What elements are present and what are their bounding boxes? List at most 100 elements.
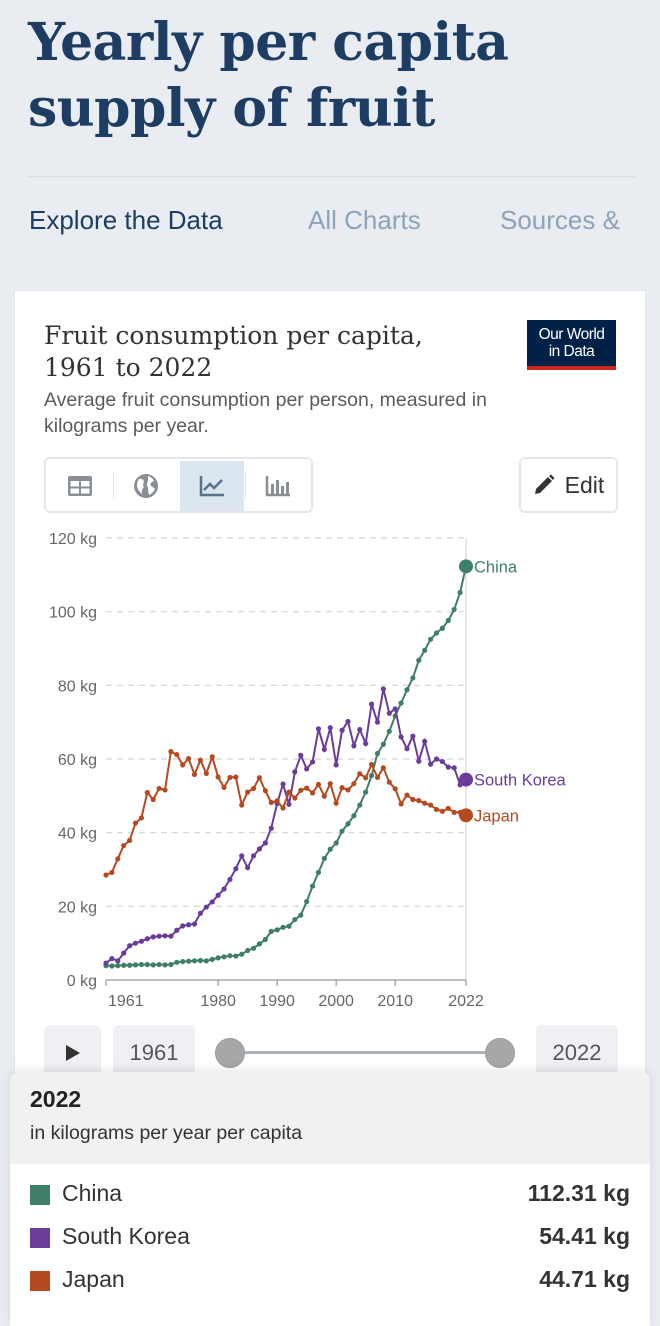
data-point [215, 955, 221, 961]
data-point [309, 790, 316, 796]
data-point [427, 761, 434, 767]
chart-axes [106, 538, 467, 981]
data-point [392, 706, 398, 712]
data-point [180, 923, 186, 929]
tab-sources[interactable]: Sources & [500, 205, 620, 235]
data-point [203, 958, 209, 964]
data-point [191, 771, 198, 778]
data-point [304, 785, 310, 791]
data-point [422, 738, 428, 744]
tooltip-country-name: South Korea [62, 1223, 190, 1249]
line-chart-view-button[interactable] [180, 461, 244, 511]
data-point [245, 865, 251, 871]
data-point [398, 801, 404, 807]
data-point [280, 924, 286, 930]
data-point [174, 959, 180, 965]
tooltip-country-name: Japan [62, 1266, 125, 1292]
data-point [132, 940, 139, 946]
timeline-end-handle[interactable] [485, 1038, 515, 1068]
data-point [292, 769, 298, 775]
data-point [180, 958, 186, 965]
play-icon [65, 1045, 80, 1061]
data-point [150, 934, 156, 940]
data-point [404, 687, 410, 693]
series-end-point-china [459, 559, 473, 574]
data-point [144, 936, 150, 942]
data-point [245, 789, 251, 795]
pencil-icon [534, 474, 555, 494]
logo-line-1: Our World [538, 326, 605, 343]
data-point [186, 756, 192, 762]
map-view-button[interactable] [114, 461, 178, 511]
x-tick-label: 1961 [108, 993, 144, 1010]
chart-view-tabs [44, 457, 313, 513]
tooltip-row-south-korea: South Korea 54.41 kg [10, 1219, 650, 1259]
play-button[interactable] [44, 1025, 101, 1081]
data-point [315, 869, 322, 876]
timeline-start-year[interactable]: 1961 [113, 1025, 195, 1081]
data-point [127, 943, 133, 949]
data-point [156, 785, 162, 792]
data-point [197, 957, 204, 964]
timeline-start-handle[interactable] [215, 1038, 245, 1068]
data-point [233, 953, 239, 959]
data-point [221, 954, 227, 960]
data-point [321, 793, 327, 799]
data-point [127, 962, 133, 968]
edit-button[interactable]: Edit [519, 457, 618, 513]
tooltip-body: China 112.31 kg South Korea 54.41 kg Jap… [10, 1164, 650, 1326]
data-point [386, 779, 392, 785]
chart-title: Fruit consumption per capita, 1961 to 20… [44, 320, 504, 384]
tab-explore-the-data[interactable]: Explore the Data [29, 205, 223, 235]
data-point [227, 953, 233, 959]
data-point [227, 774, 233, 781]
data-point [245, 947, 251, 954]
data-point [156, 933, 162, 939]
data-point [445, 805, 451, 811]
tooltip-year: 2022 [30, 1086, 82, 1112]
data-point [209, 899, 215, 905]
data-point [386, 728, 392, 734]
data-point [298, 752, 304, 758]
x-tick-label: 2022 [448, 993, 484, 1010]
data-point [445, 617, 451, 624]
y-tick-label: 80 kg [58, 678, 97, 695]
data-point [256, 775, 263, 781]
data-point [416, 798, 422, 804]
data-point [227, 876, 233, 883]
data-point [363, 775, 369, 781]
data-point [121, 842, 127, 849]
data-point [433, 630, 440, 636]
data-point [250, 853, 257, 859]
data-point [203, 770, 209, 776]
table-view-button[interactable] [48, 461, 112, 511]
data-point [168, 933, 174, 939]
data-point [209, 754, 215, 760]
data-point [132, 962, 139, 968]
data-point [427, 802, 434, 808]
data-point [304, 898, 310, 905]
data-point [374, 719, 381, 725]
data-point [250, 785, 257, 792]
data-point [127, 837, 133, 844]
bar-chart-view-button[interactable] [246, 461, 310, 511]
data-point [451, 809, 457, 816]
data-point [197, 910, 204, 916]
y-tick-label: 20 kg [58, 899, 97, 916]
data-point [410, 733, 416, 739]
data-point [327, 725, 333, 731]
data-point [333, 762, 339, 768]
timeline-track[interactable] [230, 1051, 500, 1054]
x-tick-label: 2000 [318, 993, 354, 1010]
data-point [410, 796, 416, 803]
timeline-end-year[interactable]: 2022 [536, 1025, 618, 1081]
owid-logo[interactable]: Our World in Data [527, 320, 616, 370]
data-point [321, 855, 327, 862]
tab-all-charts[interactable]: All Charts [308, 205, 421, 235]
tooltip-row-china: China 112.31 kg [10, 1176, 650, 1216]
data-point [386, 710, 392, 716]
data-point [292, 795, 298, 801]
data-point [191, 921, 198, 927]
data-point [327, 781, 333, 787]
x-tick-label: 1990 [259, 993, 295, 1010]
